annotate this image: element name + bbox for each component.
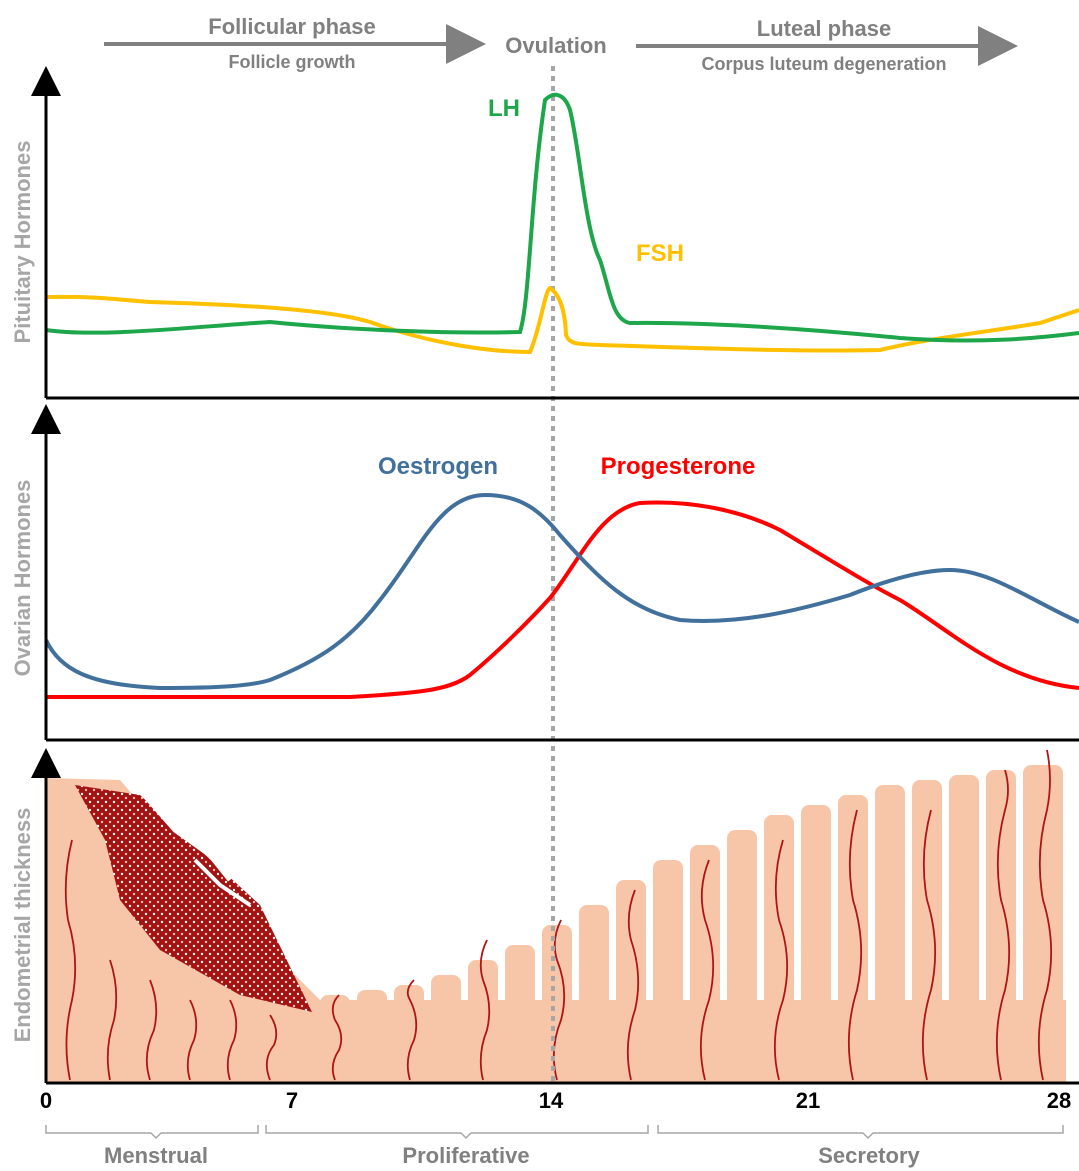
y-axis-label: Ovarian Hormones <box>10 480 35 677</box>
curve-label: FSH <box>636 240 684 267</box>
y-axis-label: Endometrial thickness <box>10 808 35 1043</box>
fsh-curve <box>46 288 1079 352</box>
phase-label: Secretory <box>818 1143 920 1168</box>
curve-label: LH <box>488 95 520 122</box>
oestrogen-curve <box>46 495 1079 688</box>
curve-label: Oestrogen <box>378 453 498 480</box>
x-tick-label: 21 <box>796 1088 820 1113</box>
phase-braces <box>46 1125 1063 1138</box>
x-tick-label: 7 <box>286 1088 298 1113</box>
phase-title: Follicular phase <box>208 14 376 39</box>
phase-label: Menstrual <box>104 1143 208 1168</box>
curve-label: Progesterone <box>601 453 756 480</box>
x-tick-label: 28 <box>1047 1088 1071 1113</box>
x-tick-label: 14 <box>539 1088 564 1113</box>
phase-subtitle: Corpus luteum degeneration <box>701 54 946 74</box>
endometrium <box>46 750 1066 1083</box>
y-axis-label: Pituitary Hormones <box>10 141 35 344</box>
cycle-diagram: Follicular phase Follicle growth Ovulati… <box>0 0 1079 1171</box>
phase-label: Proliferative <box>402 1143 529 1168</box>
x-tick-label: 0 <box>40 1088 52 1113</box>
phase-title: Luteal phase <box>757 16 891 41</box>
ovulation-label: Ovulation <box>505 33 606 58</box>
progesterone-curve <box>46 502 1079 697</box>
phase-subtitle: Follicle growth <box>228 52 355 72</box>
